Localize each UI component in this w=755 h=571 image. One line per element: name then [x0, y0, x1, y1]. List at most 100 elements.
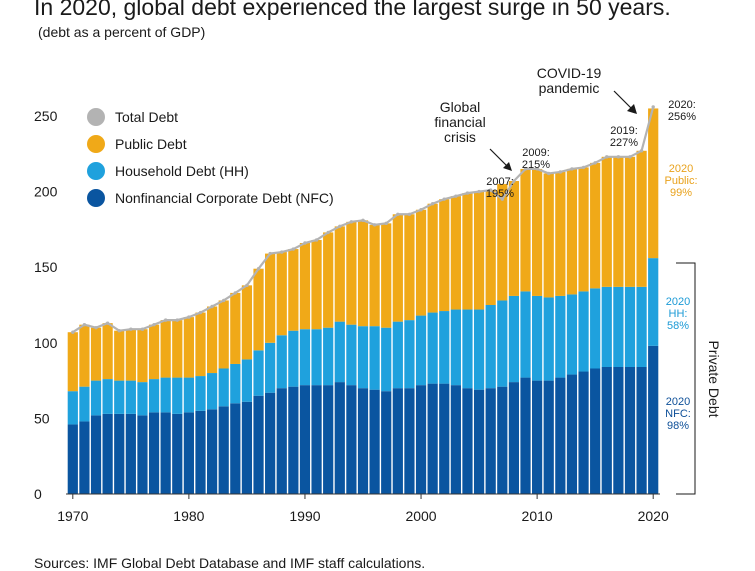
public-bar-1981: [195, 312, 206, 377]
public-bar-2001: [427, 203, 438, 313]
total-debt-point-2010: [535, 167, 539, 171]
household-bar-1981: [195, 376, 206, 411]
nfc-bar-2018: [624, 366, 636, 494]
total-debt-point-1982: [210, 304, 214, 309]
nfc-bar-2019: [636, 366, 647, 494]
annotation-global-financial-crisis-line-0: Global: [440, 99, 480, 115]
household-bar-1979: [172, 377, 183, 414]
nfc-bar-2013: [566, 374, 578, 494]
total-debt-point-1971: [82, 322, 87, 327]
annotation-2020-nfc-line-2: 98%: [667, 420, 689, 432]
household-bar-2009: [520, 291, 531, 378]
public-bar-1975: [125, 329, 136, 381]
public-bar-1985: [241, 285, 253, 360]
public-bar-2019: [636, 150, 647, 287]
public-bar-1992: [323, 232, 334, 328]
nfc-bar-1992: [323, 385, 334, 494]
household-bar-2020: [648, 258, 659, 346]
nfc-bar-2009: [520, 377, 531, 494]
household-bar-2008: [508, 295, 520, 383]
nfc-bar-1989: [288, 386, 299, 494]
public-bar-1982: [206, 306, 218, 374]
public-bar-1970: [67, 332, 78, 392]
total-debt-point-2012: [558, 170, 563, 174]
household-bar-2003: [450, 309, 461, 386]
public-bar-2014: [578, 167, 589, 292]
arrow-gfc-head: [503, 162, 512, 171]
nfc-bar-2014: [578, 371, 589, 494]
total-debt-point-1976: [140, 327, 145, 331]
total-debt-point-2001: [430, 202, 435, 206]
nfc-bar-1982: [206, 409, 218, 494]
annotation-2009-total-line-0: 2009:: [522, 147, 550, 159]
household-bar-1992: [323, 327, 334, 386]
public-bar-2006: [485, 190, 496, 305]
x-tick-label-2000: 2000: [405, 508, 436, 524]
total-debt-point-1995: [361, 218, 365, 223]
household-bar-1988: [276, 335, 287, 389]
nfc-bar-2004: [462, 388, 473, 494]
legend-marker-public: [87, 135, 105, 153]
nfc-bar-1977: [148, 412, 160, 494]
total-debt-point-1980: [187, 315, 191, 319]
public-bar-1984: [230, 292, 241, 364]
annotation-2007-total-line-0: 2007:: [486, 176, 514, 188]
household-bar-1976: [137, 382, 148, 416]
private-debt-label: Private Debt: [706, 340, 722, 417]
public-bar-1971: [79, 324, 90, 387]
household-bar-1996: [369, 326, 380, 390]
total-debt-point-1991: [314, 238, 319, 242]
household-bar-1972: [90, 380, 102, 416]
public-bar-1976: [137, 329, 148, 383]
total-debt-point-1988: [280, 250, 284, 254]
nfc-bar-1973: [102, 413, 113, 494]
nfc-bar-2012: [555, 377, 566, 494]
nfc-bar-1970: [67, 424, 78, 494]
nfc-bar-2008: [508, 382, 520, 494]
household-bar-1994: [346, 324, 357, 386]
public-bar-1996: [369, 224, 380, 327]
x-tick-label-1970: 1970: [57, 508, 88, 524]
nfc-bar-2011: [543, 380, 554, 494]
total-debt-point-2020: [651, 105, 655, 109]
nfc-bar-2002: [439, 383, 450, 494]
total-debt-point-2005: [477, 189, 481, 194]
total-debt-point-1997: [384, 221, 388, 226]
public-bar-2020: [648, 108, 659, 259]
chart-subtitle: (debt as a percent of GDP): [38, 24, 206, 40]
nfc-bar-2006: [485, 388, 496, 494]
household-bar-2018: [624, 286, 636, 367]
household-bar-2019: [636, 286, 647, 367]
public-bar-1989: [288, 249, 299, 331]
public-bar-1998: [392, 214, 403, 322]
annotation-2020-household-line-0: 2020: [666, 296, 690, 308]
household-bar-2006: [485, 305, 496, 389]
annotation-2020-public-line-0: 2020: [669, 163, 693, 175]
nfc-bar-1987: [265, 392, 276, 494]
nfc-bar-1978: [160, 412, 171, 494]
public-bar-2003: [450, 196, 461, 310]
public-bar-2011: [543, 173, 554, 298]
public-bar-2012: [555, 171, 566, 296]
nfc-bar-1979: [172, 413, 183, 494]
legend-marker-household: [87, 162, 105, 180]
nfc-bar-1996: [369, 389, 380, 494]
legend-label-public: Public Debt: [115, 136, 187, 152]
household-bar-1999: [404, 320, 415, 389]
household-bar-1983: [218, 368, 229, 407]
nfc-bar-2007: [497, 386, 508, 494]
annotation-global-financial-crisis-line-1: financial: [434, 114, 485, 130]
household-bar-1987: [265, 342, 276, 393]
public-bar-2017: [613, 156, 624, 287]
total-debt-point-1986: [256, 267, 261, 271]
public-bar-2010: [532, 168, 543, 296]
nfc-bar-1975: [125, 413, 136, 494]
legend: Total Debt Public Debt Household Debt (HH)…: [87, 108, 334, 207]
total-debt-point-2017: [616, 155, 621, 159]
y-tick-label-200: 200: [34, 184, 58, 200]
household-bar-1982: [206, 373, 218, 410]
x-tick-label-2020: 2020: [638, 508, 669, 524]
household-bar-2001: [427, 312, 438, 384]
public-bar-2008: [508, 181, 520, 296]
total-debt-point-2019: [639, 149, 644, 153]
